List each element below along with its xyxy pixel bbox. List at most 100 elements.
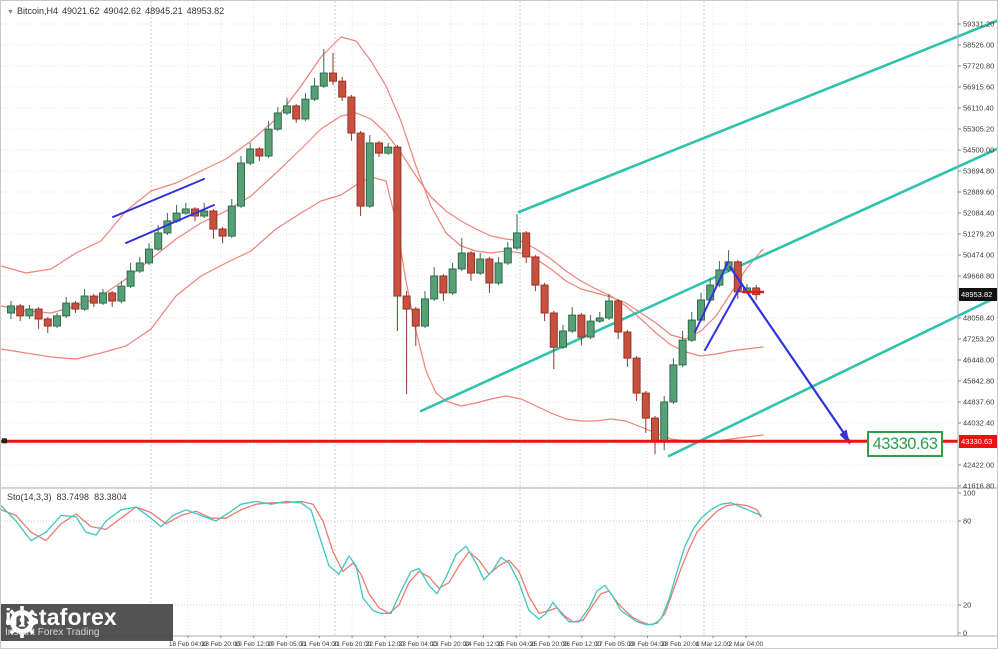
candle bbox=[200, 210, 209, 217]
price-tick-label: 55305.20 bbox=[963, 125, 994, 134]
candle bbox=[62, 302, 71, 317]
time-tick-label: 27 Feb 05:00 bbox=[596, 641, 635, 648]
low-value: 48945.21 bbox=[145, 6, 183, 16]
price-tick-label: 56110.40 bbox=[963, 104, 994, 113]
candle bbox=[687, 319, 696, 341]
line-handle[interactable] bbox=[2, 438, 7, 444]
time-tick-label: 25 Feb 20:00 bbox=[530, 641, 569, 648]
candle bbox=[384, 146, 393, 154]
time-tick-label: 19 Feb 12:00 bbox=[234, 641, 273, 648]
time-tick-label: 23 Feb 04:00 bbox=[399, 641, 438, 648]
candle bbox=[218, 228, 227, 237]
candle bbox=[292, 105, 301, 120]
candle bbox=[365, 142, 374, 207]
time-tick-label: 24 Feb 12:00 bbox=[464, 641, 503, 648]
candle bbox=[135, 262, 144, 272]
candle bbox=[632, 357, 641, 394]
price-tick-label: 57720.80 bbox=[963, 62, 994, 71]
candle bbox=[43, 318, 52, 327]
time-tick-label: 28 Feb 20:00 bbox=[661, 641, 700, 648]
price-axis-labels: 59331.20 58526.00 57720.80 56915.60 56110.40… bbox=[958, 20, 994, 491]
candle bbox=[273, 112, 282, 130]
candle bbox=[375, 142, 383, 154]
candle bbox=[356, 132, 365, 207]
candle bbox=[586, 320, 595, 338]
stochastic-lines bbox=[1, 500, 762, 626]
candle bbox=[71, 302, 80, 310]
candle bbox=[577, 314, 586, 338]
candle bbox=[237, 162, 245, 207]
price-tick-label: 45642.80 bbox=[963, 377, 994, 386]
candle bbox=[605, 300, 613, 319]
candle bbox=[209, 210, 218, 230]
candle bbox=[715, 269, 724, 286]
candle bbox=[126, 270, 135, 287]
candle bbox=[108, 292, 117, 302]
candle bbox=[25, 308, 34, 317]
candle bbox=[347, 96, 356, 134]
candle bbox=[393, 146, 402, 297]
candle bbox=[117, 285, 126, 302]
blue-trendlines[interactable] bbox=[112, 178, 852, 445]
stoch-tick-label: 0 bbox=[963, 629, 967, 638]
candle bbox=[53, 315, 61, 327]
stoch-axis-labels: 100 80 20 0 bbox=[958, 489, 976, 638]
candles-layer bbox=[7, 49, 761, 455]
stochastic-name: Sto(14,3,3) bbox=[7, 492, 52, 502]
candle bbox=[660, 401, 669, 443]
projection-arrow[interactable] bbox=[728, 265, 852, 444]
candle bbox=[255, 148, 264, 157]
time-tick-label: 21 Feb 20:00 bbox=[333, 641, 372, 648]
time-tick-label: 23 Feb 20:00 bbox=[431, 641, 470, 648]
price-tick-label: 41616.80 bbox=[963, 482, 994, 491]
price-tick-label: 44837.60 bbox=[963, 398, 994, 407]
price-tick-label: 42422.00 bbox=[963, 461, 994, 470]
candle bbox=[485, 258, 494, 284]
time-tick-label: 21 Feb 04:00 bbox=[300, 641, 339, 648]
support-line-axis-box: 43330.63 bbox=[959, 435, 997, 448]
support-line[interactable] bbox=[1, 438, 958, 444]
price-tick-label: 47253.20 bbox=[963, 335, 994, 344]
candle bbox=[16, 305, 25, 317]
candle bbox=[264, 128, 273, 157]
candle bbox=[641, 392, 650, 419]
price-tick-label: 48058.40 bbox=[963, 314, 994, 323]
candle bbox=[99, 292, 107, 304]
candle bbox=[623, 331, 632, 359]
time-tick-label: 22 Feb 12:00 bbox=[366, 641, 405, 648]
price-tick-label: 56915.60 bbox=[963, 83, 994, 92]
price-tick-label: 46448.00 bbox=[963, 356, 994, 365]
price-tick-label: 59331.20 bbox=[963, 20, 994, 29]
candle bbox=[457, 252, 466, 270]
price-tick-label: 58526.00 bbox=[963, 41, 994, 50]
candle bbox=[7, 305, 15, 314]
time-tick-label: 25 Feb 04:00 bbox=[497, 641, 536, 648]
stoch-tick-label: 20 bbox=[963, 601, 971, 610]
close-value: 48953.82 bbox=[186, 6, 225, 16]
candle bbox=[154, 232, 163, 250]
brand-tagline: Instant Forex Trading bbox=[5, 627, 100, 638]
candle bbox=[503, 247, 512, 264]
candle bbox=[549, 312, 558, 348]
time-tick-label: 18 Feb 04:00 bbox=[169, 641, 208, 648]
candle bbox=[614, 300, 623, 333]
time-tick-label: 18 Feb 20:00 bbox=[202, 641, 241, 648]
price-tick-label: 49668.80 bbox=[963, 272, 994, 281]
time-tick-label: 1 Mar 12:00 bbox=[696, 641, 731, 648]
high-value: 49042.62 bbox=[103, 6, 142, 16]
candle bbox=[421, 298, 429, 327]
symbol-period: Bitcoin,H4 bbox=[16, 6, 58, 16]
support-price-label[interactable]: 43330.63 bbox=[867, 431, 943, 457]
candle bbox=[310, 85, 319, 100]
candle bbox=[402, 295, 411, 310]
stochastic-header: Sto(14,3,3) 83.7498 83.3804 bbox=[7, 492, 132, 502]
candle bbox=[301, 98, 310, 120]
candle bbox=[669, 364, 678, 403]
candle bbox=[227, 205, 236, 237]
candle bbox=[246, 148, 255, 164]
price-tick-label: 53694.80 bbox=[963, 167, 994, 176]
time-tick-label: 2 Mar 04:00 bbox=[729, 641, 764, 648]
candle bbox=[448, 268, 457, 294]
